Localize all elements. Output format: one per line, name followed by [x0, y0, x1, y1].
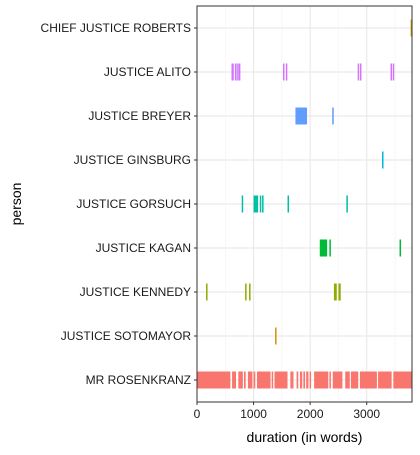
- segment-bar: [382, 151, 384, 169]
- y-tick-label: CHIEF JUSTICE ROBERTS: [41, 21, 191, 35]
- segment-bar: [197, 371, 231, 389]
- y-tick-label: JUSTICE SOTOMAYOR: [61, 329, 192, 343]
- segment-bar: [295, 107, 308, 125]
- x-axis-title: duration (in words): [247, 429, 363, 445]
- segment-bar: [329, 239, 331, 257]
- segment-bar: [249, 283, 251, 301]
- segment-bar: [346, 195, 348, 213]
- segment-bar: [243, 371, 246, 389]
- segment-bar: [303, 371, 306, 389]
- segment-bar: [234, 63, 237, 81]
- segment-bar: [319, 239, 328, 257]
- segment-bar: [237, 63, 239, 81]
- y-axis: CHIEF JUSTICE ROBERTS JUSTICE ALITO JUSTIC…: [41, 21, 197, 387]
- segment-bar: [332, 371, 343, 389]
- data-marks: [197, 19, 413, 389]
- segment-bar: [275, 327, 277, 345]
- y-tick-label: JUSTICE KAGAN: [96, 241, 191, 255]
- segment-bar: [253, 195, 259, 213]
- segment-bar: [306, 371, 309, 389]
- segment-bar: [206, 283, 208, 301]
- segment-bar: [259, 195, 262, 213]
- segment-bar: [332, 107, 334, 125]
- segment-bar: [345, 371, 350, 389]
- x-tick-label: 3000: [353, 407, 380, 421]
- y-tick-label: JUSTICE GORSUCH: [76, 197, 191, 211]
- segment-bar: [314, 371, 329, 389]
- segment-bar: [357, 63, 360, 81]
- y-tick-label: JUSTICE GINSBURG: [74, 153, 191, 167]
- segment-bar: [410, 19, 413, 37]
- segment-bar: [393, 371, 412, 389]
- segment-bar: [350, 371, 359, 389]
- segment-bar: [231, 63, 234, 81]
- segment-bar: [378, 371, 392, 389]
- segment-bar: [399, 239, 402, 257]
- segment-bar: [283, 63, 285, 81]
- segment-bar: [359, 371, 377, 389]
- segment-bar: [392, 63, 395, 81]
- segment-bar: [262, 195, 264, 213]
- segment-bar: [232, 371, 237, 389]
- segment-bar: [238, 63, 241, 81]
- x-tick-label: 2000: [297, 407, 324, 421]
- segment-bar: [390, 63, 392, 81]
- segment-bar: [296, 371, 299, 389]
- segment-bar: [271, 371, 274, 389]
- segment-bar: [241, 195, 244, 213]
- segment-bar: [290, 371, 294, 389]
- segment-bar: [359, 63, 362, 81]
- y-tick-label: JUSTICE KENNEDY: [80, 285, 191, 299]
- y-tick-label: MR ROSENKRANZ: [86, 373, 191, 387]
- segment-bar: [299, 371, 303, 389]
- y-tick-label: JUSTICE ALITO: [104, 65, 191, 79]
- segment-bar: [245, 283, 247, 301]
- y-tick-label: JUSTICE BREYER: [88, 109, 191, 123]
- segment-bar: [256, 371, 271, 389]
- segment-bar: [329, 371, 331, 389]
- segment-bar: [333, 283, 337, 301]
- segment-bar: [287, 195, 290, 213]
- x-tick-label: 1000: [240, 407, 267, 421]
- x-tick-label: 0: [194, 407, 201, 421]
- x-axis: 0 1000 2000 3000: [194, 402, 380, 421]
- segment-bar: [274, 371, 288, 389]
- y-axis-title: person: [8, 183, 24, 226]
- segment-bar: [309, 371, 312, 389]
- segment-bar: [285, 63, 288, 81]
- segment-bar: [338, 283, 341, 301]
- segment-bar: [247, 371, 253, 389]
- segment-bar: [238, 371, 243, 389]
- segment-bar: [253, 371, 256, 389]
